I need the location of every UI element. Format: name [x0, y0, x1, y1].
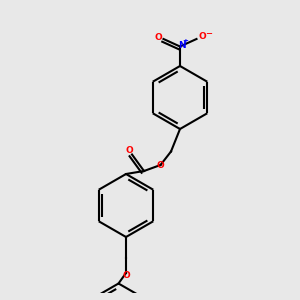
Text: N: N — [178, 40, 185, 50]
Text: +: + — [182, 38, 188, 44]
Text: O: O — [126, 146, 134, 155]
Text: O: O — [154, 33, 162, 42]
Text: O: O — [122, 271, 130, 280]
Text: O: O — [198, 32, 206, 41]
Text: O: O — [157, 160, 164, 169]
Text: −: − — [205, 29, 212, 38]
